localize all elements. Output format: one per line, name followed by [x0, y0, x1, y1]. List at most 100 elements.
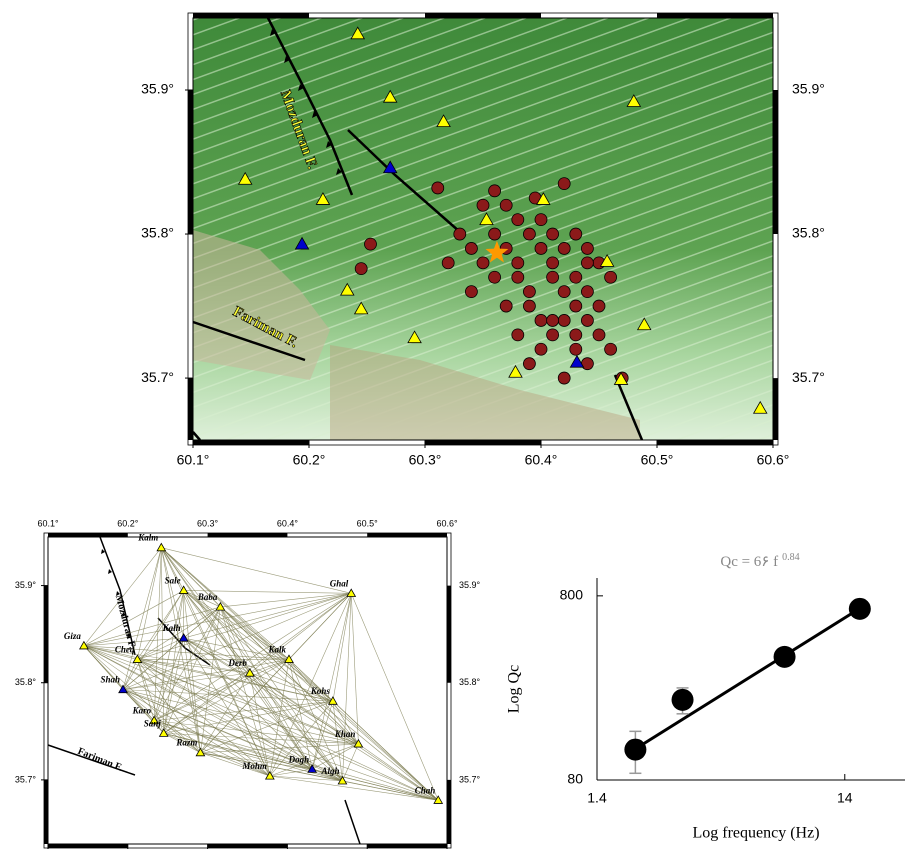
y-tick-label: 35.9°	[141, 81, 174, 97]
x-tick-label-top: 60.1°	[37, 518, 59, 528]
ray-path	[220, 607, 269, 776]
event	[547, 271, 559, 283]
y-tick-label: 35.9°	[15, 580, 37, 590]
event	[432, 182, 444, 194]
event	[581, 314, 593, 326]
title-text: Qc = 6۶ f	[720, 554, 778, 570]
x-tick-label-top: 60.3°	[197, 518, 219, 528]
figure: Qc = 6۶ f 0.84 60.1° 60.2° 60.3° 60.4° 60.5° 6…	[0, 0, 920, 849]
x-tick-label: 60.1°	[177, 452, 210, 468]
ray-path	[270, 769, 312, 776]
ray-path	[270, 593, 351, 776]
y-tick-label-right: 35.9°	[792, 81, 825, 97]
event	[581, 257, 593, 269]
event	[605, 271, 617, 283]
chart-title: Qc = 6۶ f 0.84	[720, 552, 799, 570]
event	[355, 263, 367, 275]
event	[512, 214, 524, 226]
ray-path	[161, 548, 351, 594]
event	[512, 271, 524, 283]
event	[512, 257, 524, 269]
event	[523, 300, 535, 312]
event	[558, 314, 570, 326]
ray-path	[312, 701, 333, 769]
event	[547, 228, 559, 240]
station	[157, 543, 165, 550]
title-exponent: 0.84	[782, 552, 800, 563]
data-point	[672, 689, 694, 711]
station-label: Mohm	[241, 761, 267, 771]
y-tick-label: 35.7°	[141, 369, 174, 385]
station-label: Giza	[64, 631, 82, 641]
y-tick-label-right: 35.9°	[459, 580, 481, 590]
event	[489, 185, 501, 197]
x-tick-label-top: 60.5°	[357, 518, 379, 528]
fit-line	[630, 607, 863, 753]
fault-label: Mozduran F.	[113, 594, 138, 651]
ray-path	[137, 659, 342, 780]
ray-path	[342, 593, 351, 781]
ray-path	[184, 638, 439, 800]
event	[364, 238, 376, 250]
event	[558, 372, 570, 384]
station-label: Chah	[415, 785, 436, 795]
event	[593, 329, 605, 341]
event	[547, 329, 559, 341]
event	[477, 199, 489, 211]
event	[581, 242, 593, 254]
data-point	[624, 739, 646, 761]
event	[535, 242, 547, 254]
y-tick-label-right: 35.8°	[459, 677, 481, 687]
event	[570, 329, 582, 341]
event	[489, 228, 501, 240]
event	[523, 286, 535, 298]
y-tick-label: 80	[567, 771, 583, 787]
station-label: Derb	[227, 658, 247, 668]
y-tick-label: 800	[560, 587, 584, 603]
event	[535, 343, 547, 355]
station-label: Razm	[175, 738, 197, 748]
event	[500, 199, 512, 211]
x-tick-label: 60.3°	[409, 452, 442, 468]
event	[535, 314, 547, 326]
event	[442, 257, 454, 269]
event	[523, 228, 535, 240]
event	[535, 214, 547, 226]
x-tick-label-top: 60.6°	[436, 518, 458, 528]
station-label: Karo	[132, 706, 152, 716]
x-tick-label: 60.2°	[293, 452, 326, 468]
station-label: Kalk	[267, 644, 286, 654]
station-label: Shah	[100, 675, 120, 685]
event	[477, 257, 489, 269]
event	[523, 358, 535, 370]
event	[558, 242, 570, 254]
data-point	[849, 598, 871, 620]
station-label: Khan	[334, 729, 356, 739]
event	[512, 329, 524, 341]
x-tick-label: 1.4	[587, 790, 607, 806]
x-tick-label: 60.5°	[641, 452, 674, 468]
event	[547, 314, 559, 326]
x-tick-label: 60.4°	[525, 452, 558, 468]
x-tick-label-top: 60.4°	[277, 518, 299, 528]
y-tick-label-right: 35.7°	[459, 774, 481, 784]
x-tick-label: 60.6°	[757, 452, 790, 468]
station-label: Ghal	[330, 578, 349, 588]
event	[558, 286, 570, 298]
station-label: Kalm	[137, 533, 158, 543]
y-tick-label: 35.8°	[141, 225, 174, 241]
x-tick-label: 14	[837, 790, 853, 806]
event	[570, 343, 582, 355]
event	[570, 228, 582, 240]
event	[489, 271, 501, 283]
station-label: Sanj	[144, 718, 162, 728]
ray-path	[220, 593, 351, 607]
ray-path	[137, 548, 161, 660]
event	[581, 286, 593, 298]
station-label: Sale	[165, 575, 181, 585]
event	[454, 228, 466, 240]
event	[605, 343, 617, 355]
event	[500, 300, 512, 312]
event	[570, 300, 582, 312]
event	[547, 257, 559, 269]
